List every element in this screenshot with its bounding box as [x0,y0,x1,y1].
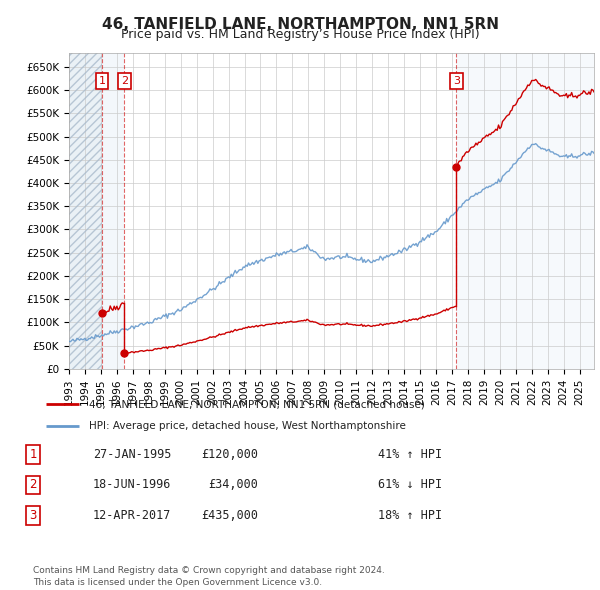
Text: 41% ↑ HPI: 41% ↑ HPI [378,448,442,461]
Bar [102,53,124,369]
Text: 3: 3 [453,76,460,86]
Text: 18% ↑ HPI: 18% ↑ HPI [378,509,442,522]
Text: HPI: Average price, detached house, West Northamptonshire: HPI: Average price, detached house, West… [89,421,406,431]
Text: £34,000: £34,000 [208,478,258,491]
Text: £120,000: £120,000 [201,448,258,461]
Text: £435,000: £435,000 [201,509,258,522]
Text: 27-JAN-1995: 27-JAN-1995 [93,448,172,461]
Bar [457,53,594,369]
Text: 2: 2 [121,76,128,86]
Text: 1: 1 [98,76,106,86]
Bar [69,53,102,369]
Text: 12-APR-2017: 12-APR-2017 [93,509,172,522]
Text: 61% ↓ HPI: 61% ↓ HPI [378,478,442,491]
Text: Contains HM Land Registry data © Crown copyright and database right 2024.
This d: Contains HM Land Registry data © Crown c… [33,566,385,587]
Bar [69,53,102,369]
Text: 46, TANFIELD LANE, NORTHAMPTON, NN1 5RN: 46, TANFIELD LANE, NORTHAMPTON, NN1 5RN [101,17,499,31]
Text: 2: 2 [29,478,37,491]
Text: Price paid vs. HM Land Registry’s House Price Index (HPI): Price paid vs. HM Land Registry’s House … [121,28,479,41]
Text: 1: 1 [29,448,37,461]
Text: 18-JUN-1996: 18-JUN-1996 [93,478,172,491]
Text: 3: 3 [29,509,37,522]
Text: 46, TANFIELD LANE, NORTHAMPTON, NN1 5RN (detached house): 46, TANFIELD LANE, NORTHAMPTON, NN1 5RN … [89,399,425,409]
